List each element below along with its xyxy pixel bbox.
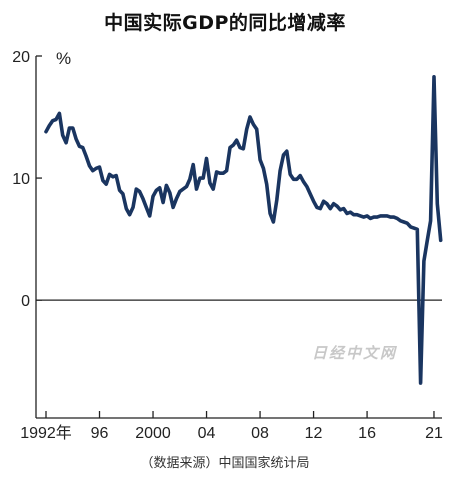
series-group	[44, 75, 443, 385]
x-tick-label: 08	[251, 425, 269, 442]
x-tick-label: 16	[358, 425, 376, 442]
x-tick-label: 1992年	[20, 424, 72, 442]
x-tick-label: 2000	[135, 425, 171, 442]
y-tick-label: 20	[12, 49, 30, 66]
y-axis-unit: %	[56, 49, 71, 68]
x-tick-label: 04	[198, 425, 216, 442]
axes: 0 10 20 1992年 96 2000 04 08 12 16 21	[12, 49, 443, 442]
gdp-growth-line	[44, 75, 443, 385]
chart-title: 中国实际GDP的同比增减率	[104, 12, 346, 34]
watermark: 日经中文网	[312, 344, 398, 362]
x-tick-label: 96	[91, 425, 109, 442]
x-tick-label: 12	[305, 425, 323, 442]
y-tick-label: 10	[12, 171, 30, 188]
data-source: （数据来源）中国国家统计局	[140, 456, 310, 471]
x-tick-label: 21	[425, 425, 443, 442]
y-tick-label: 0	[21, 293, 30, 310]
